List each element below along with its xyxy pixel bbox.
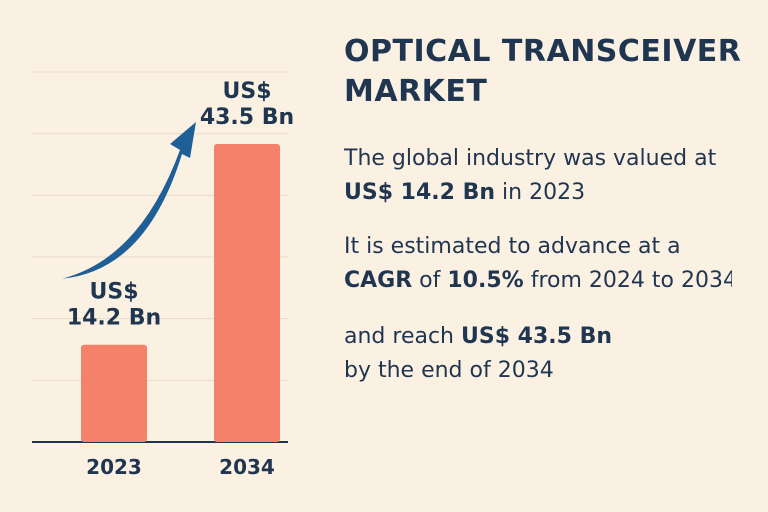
data-label-value: 43.5 Bn — [200, 105, 294, 130]
bar-2034 — [214, 143, 280, 442]
valuation-line-1: The global industry was valued at — [344, 146, 717, 171]
valuation-line-2: US$ 14.2 Bn in 2023 — [344, 176, 744, 210]
forecast-reach-text: and reach — [344, 324, 461, 349]
growth-arrow-icon — [62, 121, 196, 279]
bar-2023 — [81, 344, 147, 442]
forecast-paragraph: and reach US$ 43.5 Bn by the end of 2034 — [344, 320, 744, 388]
cagr-label: CAGR — [344, 268, 413, 293]
page-title: OPTICAL TRANSCEIVER MARKET — [344, 32, 754, 112]
title-line-2: MARKET — [344, 74, 488, 109]
bars-group — [81, 143, 280, 442]
data-label-value: 14.2 Bn — [67, 306, 161, 331]
cagr-paragraph: It is estimated to advance at a CAGR of … — [344, 230, 732, 298]
cagr-of-text: of — [412, 268, 448, 293]
cagr-line-1: It is estimated to advance at a — [344, 234, 681, 259]
forecast-amount: US$ 43.5 Bn — [461, 324, 613, 349]
cagr-period-text: from 2024 to 2034 — [523, 268, 732, 293]
valuation-year-text: in 2023 — [495, 180, 586, 205]
x-tick-label: 2023 — [86, 455, 142, 479]
title-line-1: OPTICAL TRANSCEIVER — [344, 34, 742, 69]
data-label-currency: US$ — [89, 280, 138, 305]
cagr-line-2: CAGR of 10.5% from 2024 to 2034 — [344, 264, 732, 298]
valuation-paragraph: The global industry was valued at US$ 14… — [344, 142, 744, 210]
valuation-amount: US$ 14.2 Bn — [344, 180, 496, 205]
forecast-line-2: by the end of 2034 — [344, 358, 554, 383]
cagr-rate: 10.5% — [447, 268, 524, 293]
x-tick-label: 2034 — [219, 455, 275, 479]
data-label-currency: US$ — [222, 79, 271, 104]
x-tick-labels-group: 2023 2034 — [86, 455, 275, 479]
forecast-line-1: and reach US$ 43.5 Bn — [344, 320, 744, 354]
